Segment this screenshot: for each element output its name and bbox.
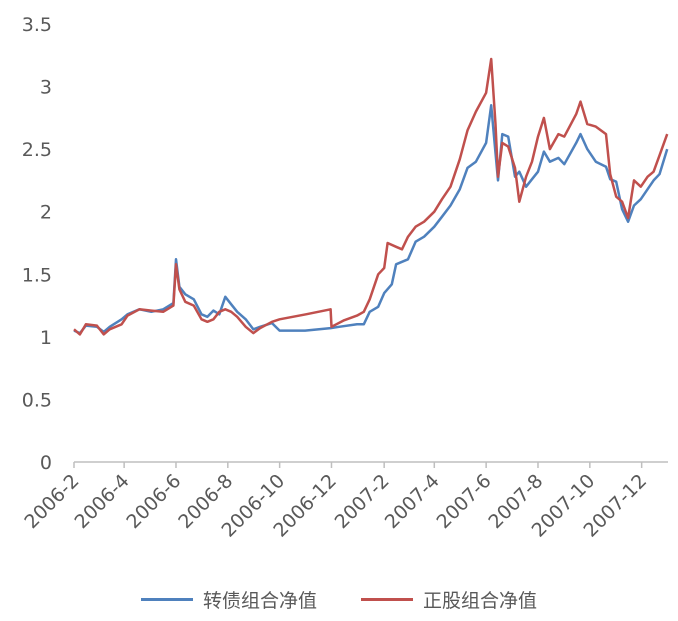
y-tick-label: 0.5: [22, 389, 52, 411]
x-tick-label: 2007-2: [331, 470, 394, 533]
y-tick-label: 2.5: [22, 139, 52, 161]
x-tick-label: 2006-6: [122, 470, 185, 533]
series-layer: [73, 57, 669, 336]
y-tick-label: 1: [40, 327, 52, 349]
legend-item-series-2: 正股组合净值: [361, 586, 537, 613]
legend-label-series-2: 正股组合净值: [423, 590, 538, 612]
y-tick-label: 3: [40, 77, 52, 99]
x-tick-label: 2006-4: [71, 470, 134, 533]
y-tick-label: 1.5: [22, 264, 52, 286]
legend-item-series-1: 转债组合净值: [140, 586, 317, 613]
y-tick-label: 0: [40, 452, 52, 474]
x-axis: 2006-22006-42006-62006-82006-102006-1220…: [20, 462, 651, 542]
legend: 转债组合净值 正股组合净值: [0, 586, 678, 613]
y-axis: 0 0.5 1 1.5 2 2.5 3 3.5: [22, 14, 52, 474]
x-tick-label: 2007-6: [433, 470, 496, 533]
legend-label-series-1: 转债组合净值: [202, 590, 317, 612]
y-tick-label: 3.5: [22, 14, 52, 36]
y-tick-label: 2: [40, 202, 52, 224]
x-tick-label: 2006-2: [20, 470, 83, 533]
series-line-2: [73, 57, 669, 336]
legend-swatch-series-2: [361, 598, 413, 601]
x-tick-label: 2007-4: [381, 470, 444, 533]
legend-swatch-series-1: [140, 598, 193, 601]
